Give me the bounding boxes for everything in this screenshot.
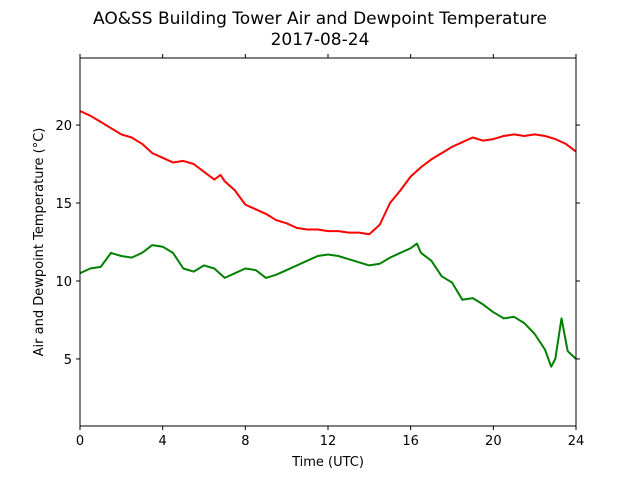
y-tick-label: 20 — [55, 119, 72, 134]
series-line-1 — [79, 110, 577, 236]
chart-title: AO&SS Building Tower Air and Dewpoint Te… — [93, 9, 547, 29]
x-tick-label: 4 — [159, 434, 167, 449]
y-tick-label: 15 — [55, 197, 72, 212]
y-tick-label: 5 — [64, 353, 72, 368]
x-tick-label: 20 — [485, 434, 502, 449]
x-tick-label: 8 — [241, 434, 249, 449]
axis-ticks: 0 4 8 12 16 20 24 5 10 15 20 — [55, 54, 584, 449]
y-tick-label: 10 — [55, 275, 72, 290]
x-tick-label: 24 — [568, 434, 585, 449]
plot-area-frame — [79, 57, 577, 427]
plot-lines — [79, 110, 577, 368]
x-axis-label: Time (UTC) — [291, 455, 364, 470]
x-tick-label: 0 — [76, 434, 84, 449]
series-line-2 — [79, 242, 577, 368]
x-tick-label: 16 — [402, 434, 419, 449]
chart-subtitle: 2017-08-24 — [271, 30, 370, 50]
x-tick-label: 12 — [320, 434, 337, 449]
y-axis-label: Air and Dewpoint Temperature (°C) — [32, 128, 47, 357]
